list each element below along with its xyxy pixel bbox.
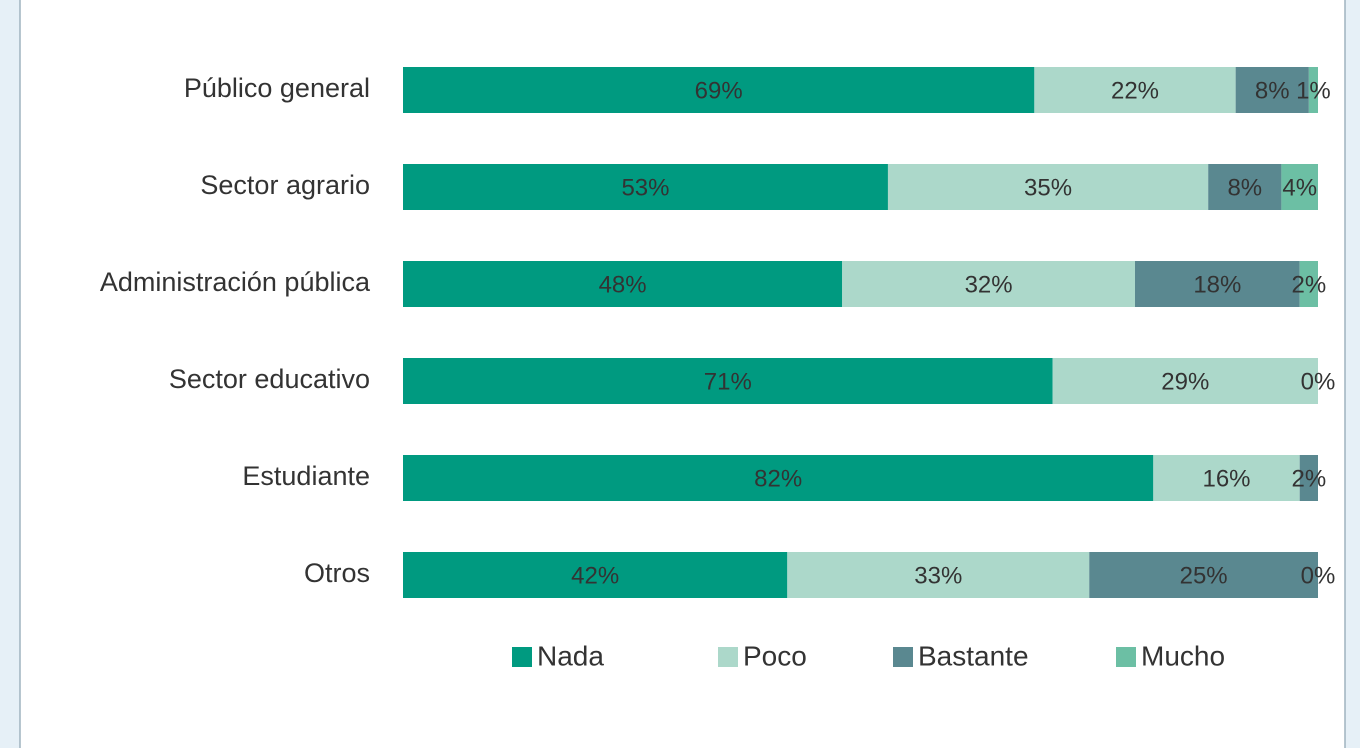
legend-swatch xyxy=(718,647,738,667)
category-label: Sector educativo xyxy=(169,364,370,394)
value-label: 16% xyxy=(1202,465,1250,492)
legend-label: Nada xyxy=(537,640,604,671)
value-label: 42% xyxy=(571,562,619,589)
value-label: 2% xyxy=(1292,465,1327,492)
bar-segment xyxy=(1089,552,1318,598)
value-label: 8% xyxy=(1255,77,1290,104)
category-label: Público general xyxy=(184,73,370,103)
bar-segment xyxy=(403,67,1035,113)
value-label: 69% xyxy=(695,77,743,104)
category-label: Administración pública xyxy=(100,267,371,297)
legend-swatch xyxy=(512,647,532,667)
value-label: 33% xyxy=(914,562,962,589)
value-label: 29% xyxy=(1161,368,1209,395)
value-label: 22% xyxy=(1111,77,1159,104)
legend-swatch xyxy=(893,647,913,667)
category-label: Sector agrario xyxy=(200,170,370,200)
bar-segment xyxy=(1135,261,1300,307)
bar-segment xyxy=(1308,67,1318,113)
bar-segment xyxy=(403,164,888,210)
value-label: 8% xyxy=(1227,174,1262,201)
bar-segment xyxy=(403,358,1053,404)
bar-segment xyxy=(1281,164,1318,210)
bar-segment xyxy=(842,261,1135,307)
bar-segment xyxy=(1208,164,1282,210)
bar-segment xyxy=(403,455,1154,501)
bar-segment xyxy=(787,552,1090,598)
value-label: 0% xyxy=(1301,562,1336,589)
value-label: 1% xyxy=(1296,77,1331,104)
legend-label: Mucho xyxy=(1141,640,1225,671)
category-label: Estudiante xyxy=(242,461,370,491)
value-label: 48% xyxy=(599,271,647,298)
bar-segment xyxy=(1153,455,1300,501)
legend-label: Poco xyxy=(743,640,807,671)
bar-segment xyxy=(1299,455,1318,501)
value-label: 53% xyxy=(621,174,669,201)
bar-segment xyxy=(1034,67,1236,113)
legend-label: Bastante xyxy=(918,640,1029,671)
bar-segment xyxy=(1052,358,1318,404)
value-label: 35% xyxy=(1024,174,1072,201)
value-label: 32% xyxy=(965,271,1013,298)
value-label: 82% xyxy=(754,465,802,492)
bar-segment xyxy=(887,164,1209,210)
value-label: 2% xyxy=(1292,271,1327,298)
legend-swatch xyxy=(1116,647,1136,667)
bar-segment xyxy=(1299,261,1318,307)
bar-segment xyxy=(1235,67,1309,113)
bar-segment xyxy=(403,261,843,307)
value-label: 25% xyxy=(1180,562,1228,589)
category-label: Otros xyxy=(304,558,370,588)
value-label: 18% xyxy=(1193,271,1241,298)
bar-segment xyxy=(403,552,788,598)
value-label: 71% xyxy=(704,368,752,395)
value-label: 0% xyxy=(1301,368,1336,395)
value-label: 4% xyxy=(1282,174,1317,201)
